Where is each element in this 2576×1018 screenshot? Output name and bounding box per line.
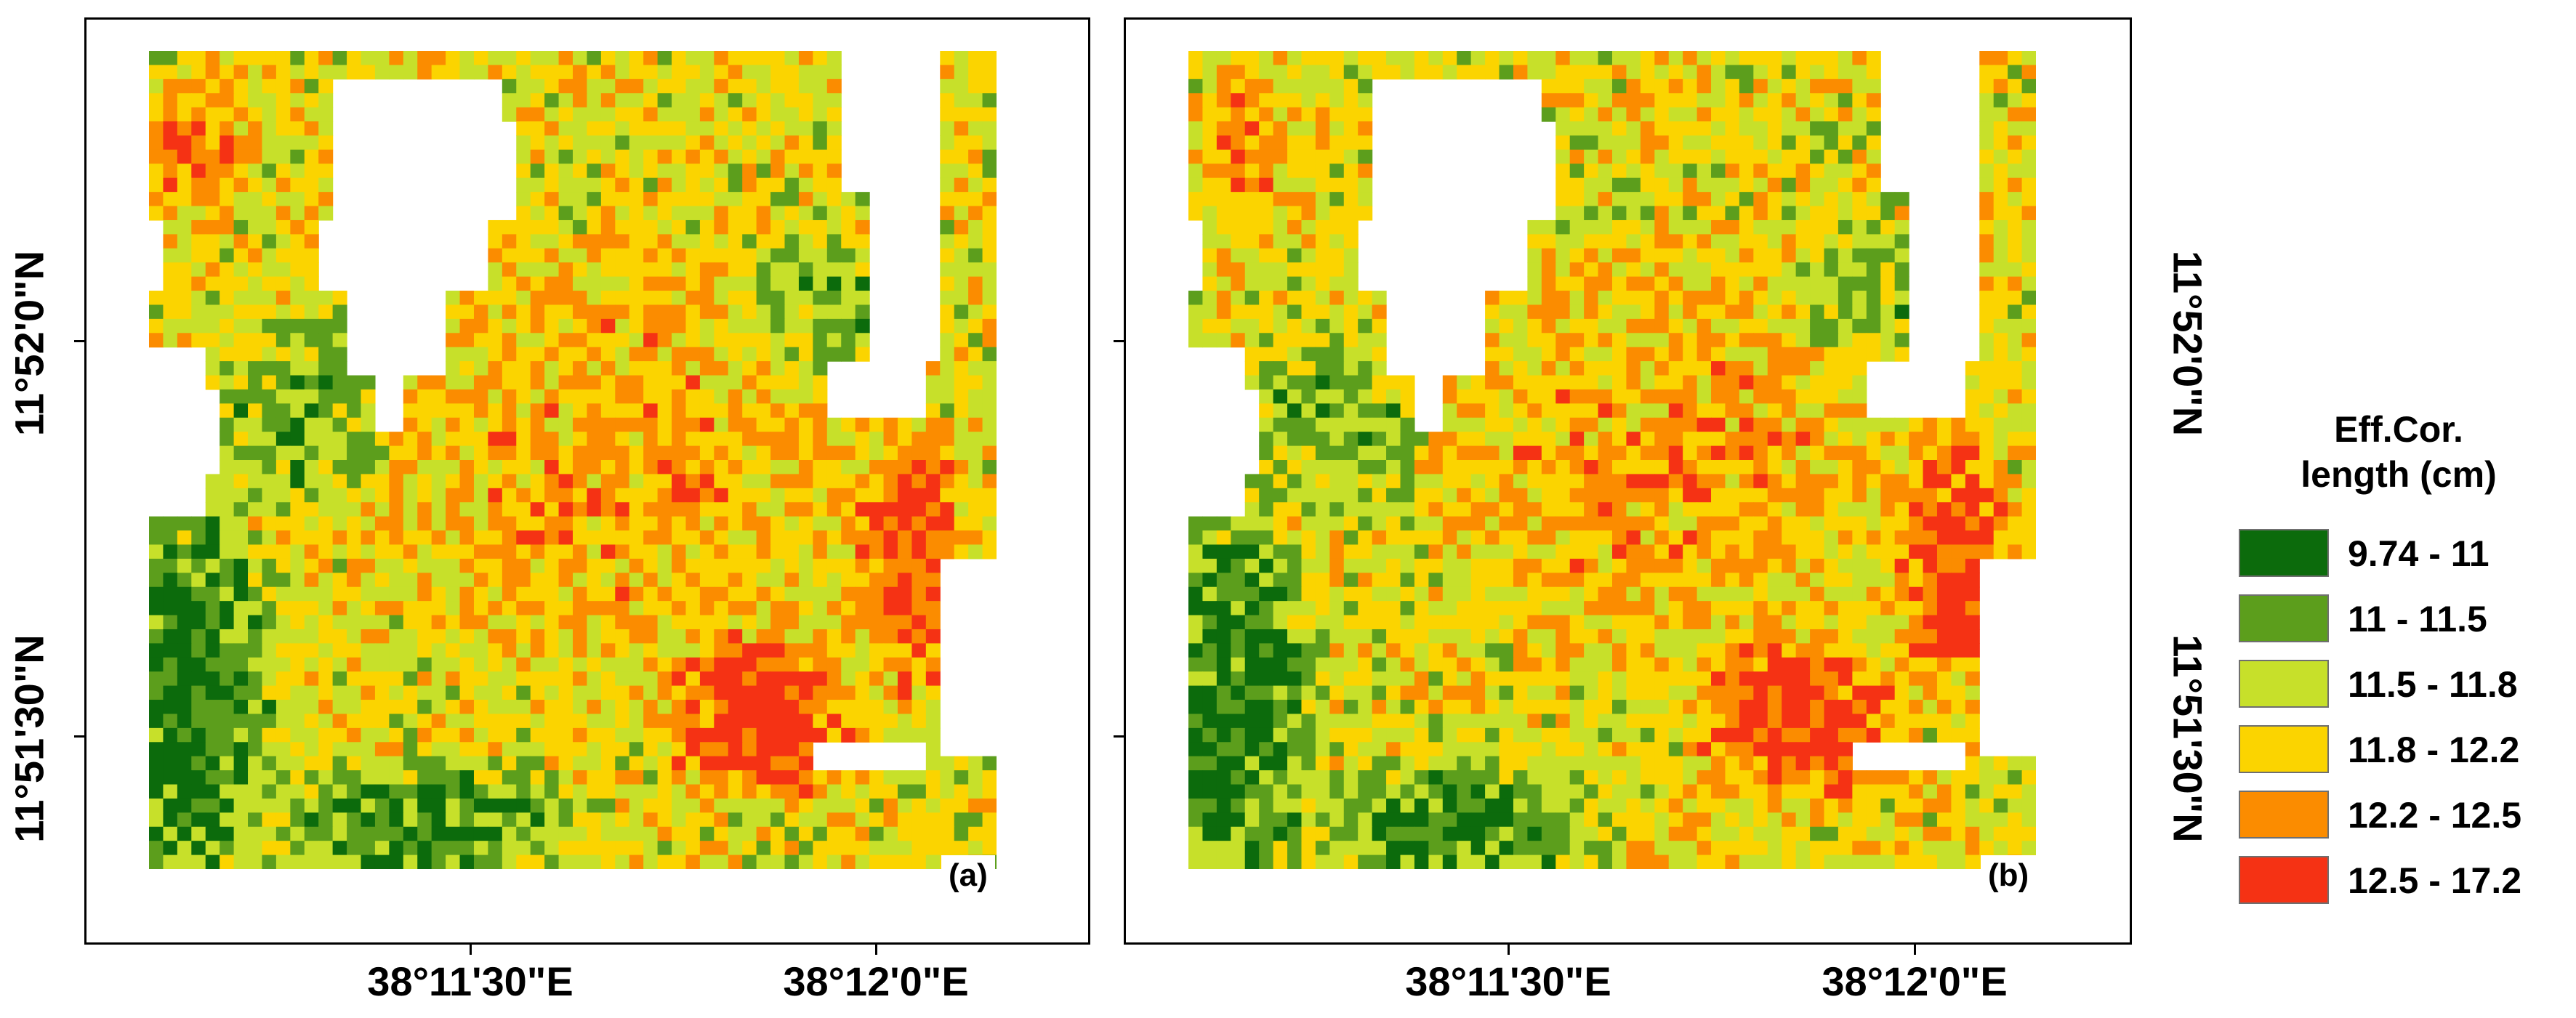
lon-tick <box>470 945 472 955</box>
legend-swatch <box>2239 529 2329 577</box>
raster-map-b <box>1188 51 2036 869</box>
legend-title-line-2: length (cm) <box>2301 454 2497 495</box>
legend-items: 9.74 - 11 11 - 11.5 11.5 - 11.8 11.8 - 1… <box>2239 529 2559 965</box>
lon-label-a-2: 38°12'0"E <box>783 958 969 1004</box>
legend-label: 12.5 - 17.2 <box>2348 860 2522 901</box>
legend-label: 9.74 - 11 <box>2348 533 2490 574</box>
lat-label-right-2: 11°51'30"N <box>2165 634 2211 843</box>
legend-swatch <box>2239 594 2329 642</box>
legend-swatch <box>2239 856 2329 904</box>
legend-swatch <box>2239 660 2329 708</box>
lon-tick <box>1508 945 1510 955</box>
lon-label-a-1: 38°11'30"E <box>367 958 573 1004</box>
panel-label-b: (b) <box>1981 855 2037 896</box>
lat-tick <box>1114 735 1124 738</box>
lat-tick <box>1114 340 1124 342</box>
lon-label-b-2: 38°12'0"E <box>1822 958 2008 1004</box>
lon-label-b-1: 38°11'30"E <box>1405 958 1611 1004</box>
legend-swatch <box>2239 791 2329 839</box>
map-panel-b: (b) <box>1124 17 2132 945</box>
legend-label: 11 - 11.5 <box>2348 599 2487 639</box>
lat-label-right-1: 11°52'0"N <box>2165 250 2211 437</box>
legend-label: 11.8 - 12.2 <box>2348 730 2520 770</box>
raster-map-a <box>149 51 997 869</box>
legend-swatch <box>2239 725 2329 773</box>
map-panel-a: (a) <box>84 17 1090 945</box>
lat-label-left-2: 11°51'30"N <box>6 634 52 843</box>
lon-tick <box>1914 945 1916 955</box>
lat-tick <box>74 735 84 738</box>
lat-tick <box>74 340 84 342</box>
lon-tick <box>875 945 877 955</box>
legend-title-line-1: Eff.Cor. <box>2334 409 2463 450</box>
map-legend: Eff.Cor. length (cm) 9.74 - 11 11 - 11.5… <box>2239 407 2559 965</box>
legend-label: 12.2 - 12.5 <box>2348 795 2522 836</box>
lat-label-left-1: 11°52'0"N <box>6 250 52 437</box>
legend-label: 11.5 - 11.8 <box>2348 664 2518 705</box>
panel-label-a: (a) <box>941 855 995 896</box>
